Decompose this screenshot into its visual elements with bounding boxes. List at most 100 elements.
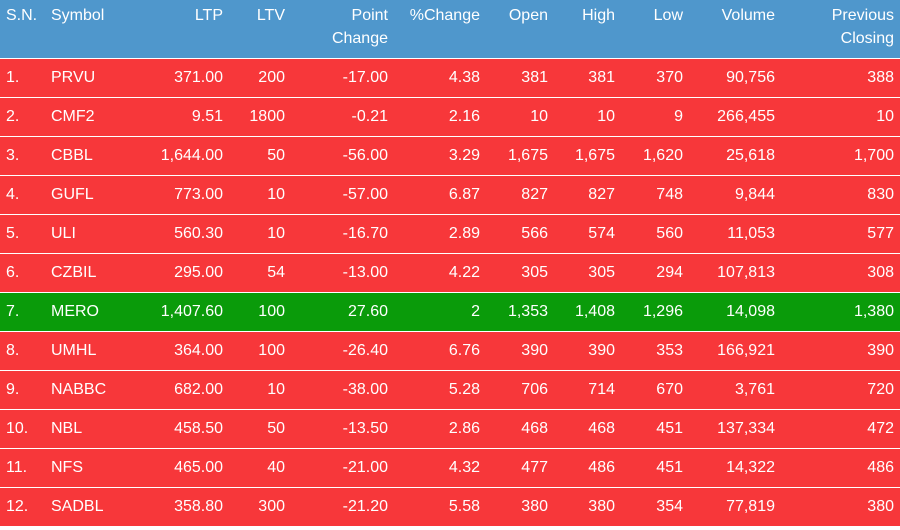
column-header-sn[interactable]: S.N. bbox=[0, 0, 45, 59]
cell-pct-change: 4.38 bbox=[394, 58, 486, 98]
cell-open: 468 bbox=[486, 409, 554, 449]
cell-pct-change: 6.87 bbox=[394, 175, 486, 215]
cell-volume: 14,098 bbox=[689, 292, 781, 332]
cell-high: 380 bbox=[554, 487, 621, 527]
cell-low: 370 bbox=[621, 58, 689, 98]
cell-open: 1,353 bbox=[486, 292, 554, 332]
cell-volume: 14,322 bbox=[689, 448, 781, 488]
cell-point-change: -13.50 bbox=[291, 409, 394, 449]
column-header-open[interactable]: Open bbox=[486, 0, 554, 59]
cell-point-change: -17.00 bbox=[291, 58, 394, 98]
cell-low: 451 bbox=[621, 409, 689, 449]
cell-low: 353 bbox=[621, 331, 689, 371]
cell-prev-close: 388 bbox=[781, 58, 900, 98]
cell-high: 1,408 bbox=[554, 292, 621, 332]
cell-high: 1,675 bbox=[554, 136, 621, 176]
column-header-pct-change[interactable]: %Change bbox=[394, 0, 486, 59]
column-header-label: LTP bbox=[194, 7, 223, 24]
table-row[interactable]: 4. GUFL 773.00 10 -57.00 6.87 827 827 748 9,844 83… bbox=[0, 175, 900, 215]
cell-ltv: 54 bbox=[229, 253, 291, 293]
cell-ltv: 10 bbox=[229, 214, 291, 254]
cell-point-change: -21.20 bbox=[291, 487, 394, 527]
cell-prev-close: 308 bbox=[781, 253, 900, 293]
cell-pct-change: 2.86 bbox=[394, 409, 486, 449]
table-row[interactable]: 1. PRVU 371.00 200 -17.00 4.38 381 381 370 90,756… bbox=[0, 58, 900, 98]
cell-ltp: 1,407.60 bbox=[137, 292, 229, 332]
cell-open: 477 bbox=[486, 448, 554, 488]
column-header-ltp[interactable]: LTP bbox=[137, 0, 229, 59]
cell-point-change: -26.40 bbox=[291, 331, 394, 371]
column-header-label: Previous bbox=[831, 7, 894, 24]
cell-pct-change: 4.32 bbox=[394, 448, 486, 488]
cell-point-change: -38.00 bbox=[291, 370, 394, 410]
cell-ltv: 10 bbox=[229, 175, 291, 215]
column-header-point-change[interactable]: Point Change bbox=[291, 0, 394, 59]
cell-sn: 7. bbox=[0, 292, 45, 332]
cell-low: 1,296 bbox=[621, 292, 689, 332]
cell-point-change: -0.21 bbox=[291, 97, 394, 137]
table-row[interactable]: 8. UMHL 364.00 100 -26.40 6.76 390 390 353 166,92… bbox=[0, 331, 900, 371]
table-row[interactable]: 2. CMF2 9.51 1800 -0.21 2.16 10 10 9 266,455 10 bbox=[0, 97, 900, 137]
column-header-label: Open bbox=[508, 7, 548, 24]
cell-point-change: -16.70 bbox=[291, 214, 394, 254]
cell-open: 10 bbox=[486, 97, 554, 137]
column-header-label: Closing bbox=[840, 30, 894, 47]
cell-prev-close: 472 bbox=[781, 409, 900, 449]
cell-symbol: SADBL bbox=[45, 487, 137, 527]
column-header-ltv[interactable]: LTV bbox=[229, 0, 291, 59]
table-row[interactable]: 7. MERO 1,407.60 100 27.60 2 1,353 1,408 1,296 14… bbox=[0, 292, 900, 332]
table-row[interactable]: 12. SADBL 358.80 300 -21.20 5.58 380 380 354 77,8… bbox=[0, 487, 900, 527]
cell-volume: 266,455 bbox=[689, 97, 781, 137]
cell-ltp: 371.00 bbox=[137, 58, 229, 98]
cell-volume: 11,053 bbox=[689, 214, 781, 254]
cell-ltp: 358.80 bbox=[137, 487, 229, 527]
cell-sn: 5. bbox=[0, 214, 45, 254]
cell-point-change: 27.60 bbox=[291, 292, 394, 332]
cell-symbol: CZBIL bbox=[45, 253, 137, 293]
cell-symbol: NABBC bbox=[45, 370, 137, 410]
column-header-prev-close[interactable]: Previous Closing bbox=[781, 0, 900, 59]
cell-ltp: 9.51 bbox=[137, 97, 229, 137]
column-header-volume[interactable]: Volume bbox=[689, 0, 781, 59]
cell-open: 380 bbox=[486, 487, 554, 527]
column-header-low[interactable]: Low bbox=[621, 0, 689, 59]
cell-volume: 9,844 bbox=[689, 175, 781, 215]
cell-volume: 77,819 bbox=[689, 487, 781, 527]
header-row: S.N. Symbol LTP LTV Point Change %Change Open Hi… bbox=[0, 0, 900, 59]
column-header-label: High bbox=[582, 7, 615, 24]
cell-open: 827 bbox=[486, 175, 554, 215]
cell-low: 670 bbox=[621, 370, 689, 410]
cell-ltp: 465.00 bbox=[137, 448, 229, 488]
table-row[interactable]: 11. NFS 465.00 40 -21.00 4.32 477 486 451 14,322 4… bbox=[0, 448, 900, 488]
cell-pct-change: 2 bbox=[394, 292, 486, 332]
cell-symbol: UMHL bbox=[45, 331, 137, 371]
cell-symbol: NBL bbox=[45, 409, 137, 449]
cell-prev-close: 1,700 bbox=[781, 136, 900, 176]
cell-symbol: ULI bbox=[45, 214, 137, 254]
column-header-label: LTV bbox=[256, 7, 285, 24]
table-row[interactable]: 6. CZBIL 295.00 54 -13.00 4.22 305 305 294 107,81… bbox=[0, 253, 900, 293]
cell-point-change: -13.00 bbox=[291, 253, 394, 293]
cell-pct-change: 5.58 bbox=[394, 487, 486, 527]
column-header-symbol[interactable]: Symbol bbox=[45, 0, 137, 59]
column-header-label: Point bbox=[351, 7, 388, 24]
cell-volume: 25,618 bbox=[689, 136, 781, 176]
cell-volume: 137,334 bbox=[689, 409, 781, 449]
cell-ltv: 100 bbox=[229, 292, 291, 332]
cell-symbol: GUFL bbox=[45, 175, 137, 215]
cell-ltp: 1,644.00 bbox=[137, 136, 229, 176]
column-header-label: %Change bbox=[409, 7, 480, 24]
column-header-label: Volume bbox=[721, 7, 775, 24]
table-row[interactable]: 5. ULI 560.30 10 -16.70 2.89 566 574 560 11,053 57… bbox=[0, 214, 900, 254]
cell-ltp: 560.30 bbox=[137, 214, 229, 254]
table-row[interactable]: 10. NBL 458.50 50 -13.50 2.86 468 468 451 137,334… bbox=[0, 409, 900, 449]
cell-low: 451 bbox=[621, 448, 689, 488]
cell-volume: 107,813 bbox=[689, 253, 781, 293]
cell-symbol: NFS bbox=[45, 448, 137, 488]
column-header-high[interactable]: High bbox=[554, 0, 621, 59]
cell-sn: 11. bbox=[0, 448, 45, 488]
table-row[interactable]: 3. CBBL 1,644.00 50 -56.00 3.29 1,675 1,675 1,62… bbox=[0, 136, 900, 176]
table-row[interactable]: 9. NABBC 682.00 10 -38.00 5.28 706 714 670 3,761 7… bbox=[0, 370, 900, 410]
cell-high: 574 bbox=[554, 214, 621, 254]
column-header-label: S.N. bbox=[6, 7, 38, 24]
